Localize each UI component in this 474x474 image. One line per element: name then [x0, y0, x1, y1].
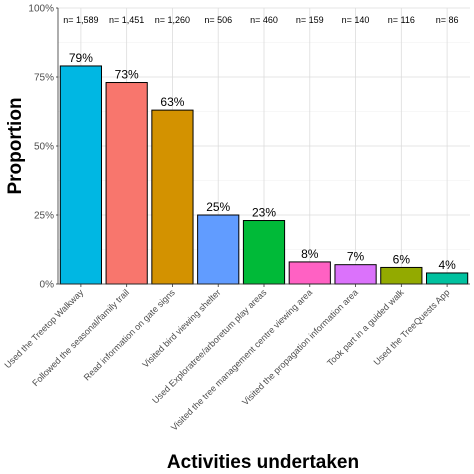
category-label: Read information on gate signs — [82, 287, 178, 383]
sample-size-label: n= 140 — [342, 15, 370, 25]
bar — [59, 65, 102, 285]
value-label: 7% — [347, 250, 365, 264]
sample-size-label: n= 159 — [296, 15, 324, 25]
x-axis-title: Activities undertaken — [167, 452, 359, 473]
sample-size-label: n= 116 — [388, 15, 415, 25]
sample-size-label: n= 460 — [250, 15, 278, 25]
y-tick-label: 100% — [28, 4, 54, 15]
value-label: 6% — [393, 252, 411, 266]
category-label: Used the Treetop Walkway — [2, 287, 85, 370]
bar — [151, 109, 194, 285]
category-label: Took part in a guided walk — [325, 287, 406, 368]
y-tick-label: 50% — [34, 142, 54, 153]
value-label: 4% — [438, 258, 456, 272]
bar — [288, 261, 331, 285]
bar — [105, 82, 148, 285]
value-label: 63% — [160, 95, 184, 109]
sample-size-label: n= 1,451 — [109, 15, 144, 25]
bar — [380, 266, 423, 285]
category-label: Visited bird viewing shelter — [140, 287, 222, 369]
category-label: Used the TreeQuests App — [372, 287, 452, 367]
value-label: 79% — [69, 51, 93, 65]
bar — [334, 264, 377, 285]
value-label: 25% — [206, 200, 230, 214]
y-tick-label: 0% — [40, 280, 55, 291]
n-labels: n= 1,589 n= 1,451 n= 1,260 n= 506 n= 460 n= 1… — [63, 15, 458, 25]
category-label: Followed the seasonal/family trail — [30, 287, 131, 388]
value-label: 23% — [252, 206, 276, 220]
y-tick-label: 75% — [34, 73, 54, 84]
bar — [197, 214, 240, 285]
bar — [426, 272, 469, 285]
y-axis-title: Proportion — [5, 97, 26, 194]
value-label: 73% — [115, 68, 139, 82]
sample-size-label: n= 1,260 — [155, 15, 190, 25]
y-axis-ticks: 0% 25% 50% 75% 100% — [28, 4, 58, 291]
value-labels: 79% 73% 63% 25% 23% 8% 7% 6% 4% — [69, 51, 456, 272]
sample-size-label: n= 1,589 — [63, 15, 98, 25]
bars — [59, 65, 469, 285]
sample-size-label: n= 86 — [436, 15, 459, 25]
y-tick-label: 25% — [34, 211, 54, 222]
value-label: 8% — [301, 247, 319, 261]
sample-size-label: n= 506 — [204, 15, 232, 25]
bar — [242, 220, 286, 285]
